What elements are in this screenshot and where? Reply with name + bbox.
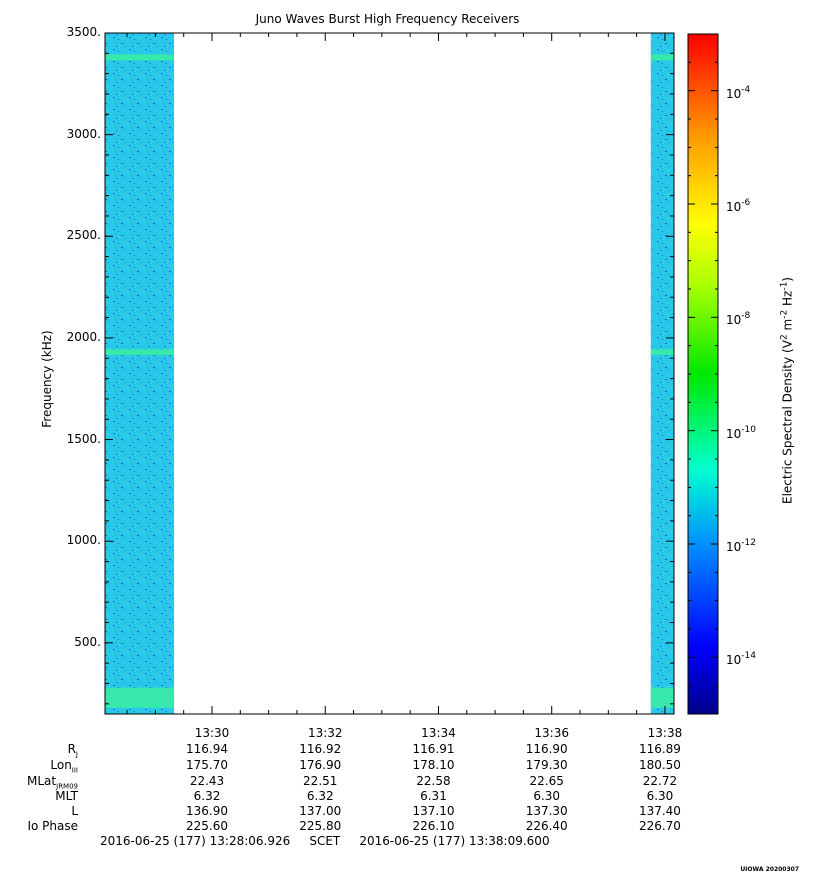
chart-title: Juno Waves Burst High Frequency Receiver… [255,12,520,26]
ephemeris-value: 226.40 [525,819,568,833]
emission-band-1-0 [650,687,674,708]
ephemeris-row-label: L [71,804,78,818]
ephemeris-row-label: MLatJRM09 [27,774,78,791]
colorbar-label: Electric Spectral Density (V2 m-2 Hz-1) [779,277,795,505]
y-axis-label: Frequency (kHz) [40,330,54,428]
data-block-1 [650,33,674,714]
ephemeris-value: 175.70 [186,758,228,772]
x-tick-label: 13:36 [534,726,569,740]
y-tick-label: 500. [74,634,101,649]
ephemeris-value: 22.43 [189,774,225,788]
ephemeris-value: 180.50 [638,758,681,772]
ephemeris-value: 137.10 [412,804,455,818]
y-tick-label: 3000. [66,126,101,141]
ephemeris-value: 116.92 [299,742,342,756]
ephemeris-value: 22.51 [303,774,338,788]
colorbar-tick-label: 10-6 [726,198,751,214]
emission-band-1-2 [650,54,674,61]
ephemeris-value: 179.30 [525,758,568,772]
ephemeris-value: 137.40 [638,804,681,818]
colorbar [687,33,719,715]
ephemeris-value: 176.90 [299,758,342,772]
colorbar-tick-label: 10-14 [726,651,756,668]
axis-ticks [105,32,674,714]
ephemeris-value: 22.65 [529,774,564,788]
footer-scet: SCET [309,834,341,848]
x-tick-label: 13:34 [421,726,456,740]
ephemeris-value: 116.91 [412,742,455,756]
x-tick-label: 13:30 [194,726,230,740]
ephemeris-value: 225.60 [186,819,228,833]
colorbar-tick-label: 10-12 [726,538,756,554]
ephemeris-value: 116.94 [186,742,228,756]
data-block-0 [105,33,175,714]
ephemeris-value: 116.90 [525,742,568,756]
ephemeris-value: 116.89 [638,742,681,756]
ephemeris-value: 137.00 [299,804,342,818]
colorbar-ticks [688,61,718,687]
spectrogram-data [105,33,674,714]
emission-band-0-0 [105,687,175,708]
ephemeris-value: 178.10 [412,758,455,772]
y-tick-label: 3500. [66,25,101,39]
emission-band-0-2 [105,54,175,61]
ephemeris-value: 22.72 [642,774,678,788]
ephemeris-value: 22.58 [416,774,451,788]
ephemeris-value: 136.90 [186,804,228,818]
ephemeris-row-label: Io Phase [27,819,78,833]
y-tick-label: 1000. [66,533,101,548]
ephemeris-row-label: RJ [67,742,78,759]
ephemeris-row-label: MLT [55,789,78,803]
x-tick-label: 13:32 [307,726,343,740]
colorbar-tick-label: 10-8 [726,311,751,328]
y-tick-label: 2500. [66,228,101,243]
ephemeris-value: 137.30 [525,804,568,818]
ephemeris-row-label: LonIII [50,758,78,775]
colorbar-tick-label: 10-10 [726,424,756,441]
x-tick-label: 13:38 [647,726,683,740]
time-range-footer: 2016-06-25 (177) 13:28:06.926 SCET 2016-… [100,834,700,848]
footer-start: 2016-06-25 (177) 13:28:06.926 [100,834,291,848]
ephemeris-value: 6.32 [193,789,221,803]
emission-band-0-1 [105,349,175,356]
y-tick-label: 2000. [66,329,101,344]
ephemeris-value: 6.30 [533,789,561,803]
ephemeris-value: 6.30 [646,789,674,803]
y-tick-label: 1500. [66,431,101,446]
ephemeris-value: 225.80 [299,819,342,833]
ephemeris-value: 226.70 [638,819,681,833]
footer-end: 2016-06-25 (177) 13:38:09.600 [359,834,550,848]
colorbar-tick-label: 10-4 [726,84,751,101]
uiowa-stamp: UIOWA 20200307 [740,866,799,873]
ephemeris-value: 6.31 [420,789,447,803]
ephemeris-value: 6.32 [306,789,334,803]
emission-band-1-1 [650,349,674,356]
plot-frame [104,32,675,715]
y-tick-labels: 500. 1000. 1500. 2000. 2500. 3000. 3500. [0,0,101,720]
ephemeris-value: 226.10 [412,819,455,833]
